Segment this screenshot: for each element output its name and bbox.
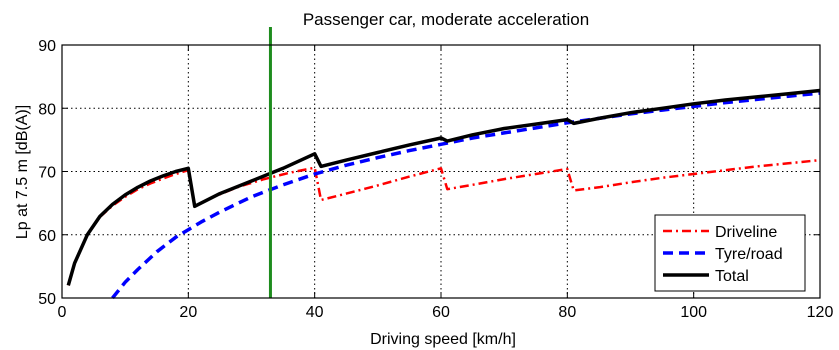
x-tick-label: 120 [807,304,834,321]
y-tick-label: 50 [38,291,56,308]
y-tick-label: 80 [38,101,56,118]
x-tick-label: 60 [432,304,450,321]
chart-title: Passenger car, moderate acceleration [303,10,589,29]
x-tick-label: 100 [680,304,707,321]
legend-label: Total [715,268,749,285]
x-tick-label: 20 [179,304,197,321]
legend-label: Driveline [715,224,777,241]
legend: Driveline Tyre/road Total [654,214,806,292]
x-tick-label: 0 [58,304,67,321]
y-tick-label: 60 [38,228,56,245]
series-layer [66,88,821,300]
y-axis-label: Lp at 7.5 m [dB(A)] [14,105,31,239]
y-tick-label: 70 [38,165,56,182]
x-tick-label: 80 [558,304,576,321]
axis-ticks: 0 20 40 60 80 100 120 50 60 70 80 90 [38,38,833,321]
x-axis-label: Driving speed [km/h] [370,331,516,348]
series-line-tyre-road [111,91,821,300]
y-tick-label: 90 [38,38,56,55]
x-tick-label: 40 [306,304,324,321]
series-line-total [66,88,821,286]
legend-label: Tyre/road [715,246,783,263]
